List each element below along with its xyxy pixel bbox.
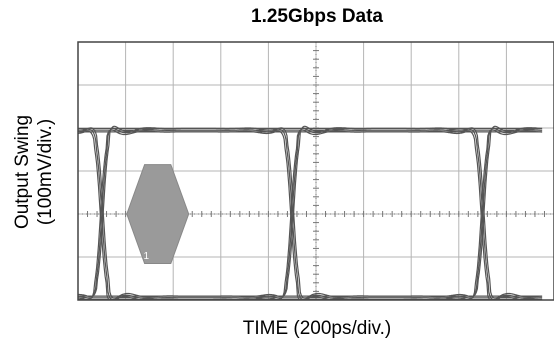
x-axis-label: TIME (200ps/div.): [242, 318, 392, 339]
eye-trace-transition: [78, 125, 543, 299]
eye-trace-transition: [78, 129, 543, 300]
mask-label: 1: [143, 251, 149, 262]
chart-title: 1.25Gbps Data: [251, 6, 383, 27]
eye-trace-transition: [78, 125, 543, 299]
mask-hexagon: [126, 164, 190, 264]
plot-frame: [77, 41, 554, 301]
